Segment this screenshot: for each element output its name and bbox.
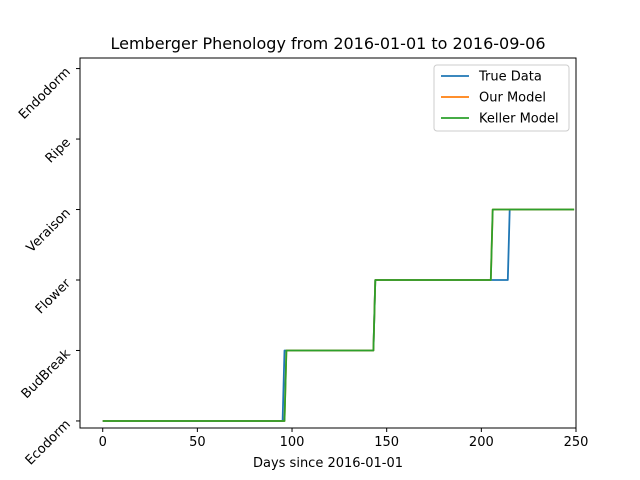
- y-tick-label: Flower: [33, 276, 74, 317]
- legend-label: Our Model: [479, 91, 546, 106]
- x-tick-label: 0: [99, 435, 107, 450]
- x-tick-label: 150: [374, 435, 399, 450]
- x-tick-label: 250: [564, 435, 589, 450]
- chart-title: Lemberger Phenology from 2016-01-01 to 2…: [110, 34, 545, 53]
- x-axis-label: Days since 2016-01-01: [253, 456, 403, 471]
- x-tick-label: 200: [469, 435, 494, 450]
- legend: True Data Our Model Keller Model: [433, 64, 570, 132]
- y-tick-label: BudBreak: [19, 346, 74, 401]
- legend-label: True Data: [478, 70, 542, 85]
- series-layer: [102, 208, 575, 422]
- x-tick-label: 100: [280, 435, 305, 450]
- series-line-3: [102, 208, 575, 422]
- x-tick-label: 50: [189, 435, 206, 450]
- y-axis: Ecodorm BudBreak Flower Veraison Ripe Endodor…: [16, 65, 80, 468]
- legend-box: [433, 64, 570, 132]
- y-tick-label: Ripe: [43, 135, 74, 166]
- x-axis: 0 50 100 150 200 250: [99, 428, 589, 450]
- y-tick-label: Endodorm: [16, 65, 74, 123]
- y-tick-label: Ecodorm: [23, 417, 74, 468]
- legend-label: Keller Model: [479, 112, 559, 127]
- y-tick-label: Veraison: [24, 206, 74, 256]
